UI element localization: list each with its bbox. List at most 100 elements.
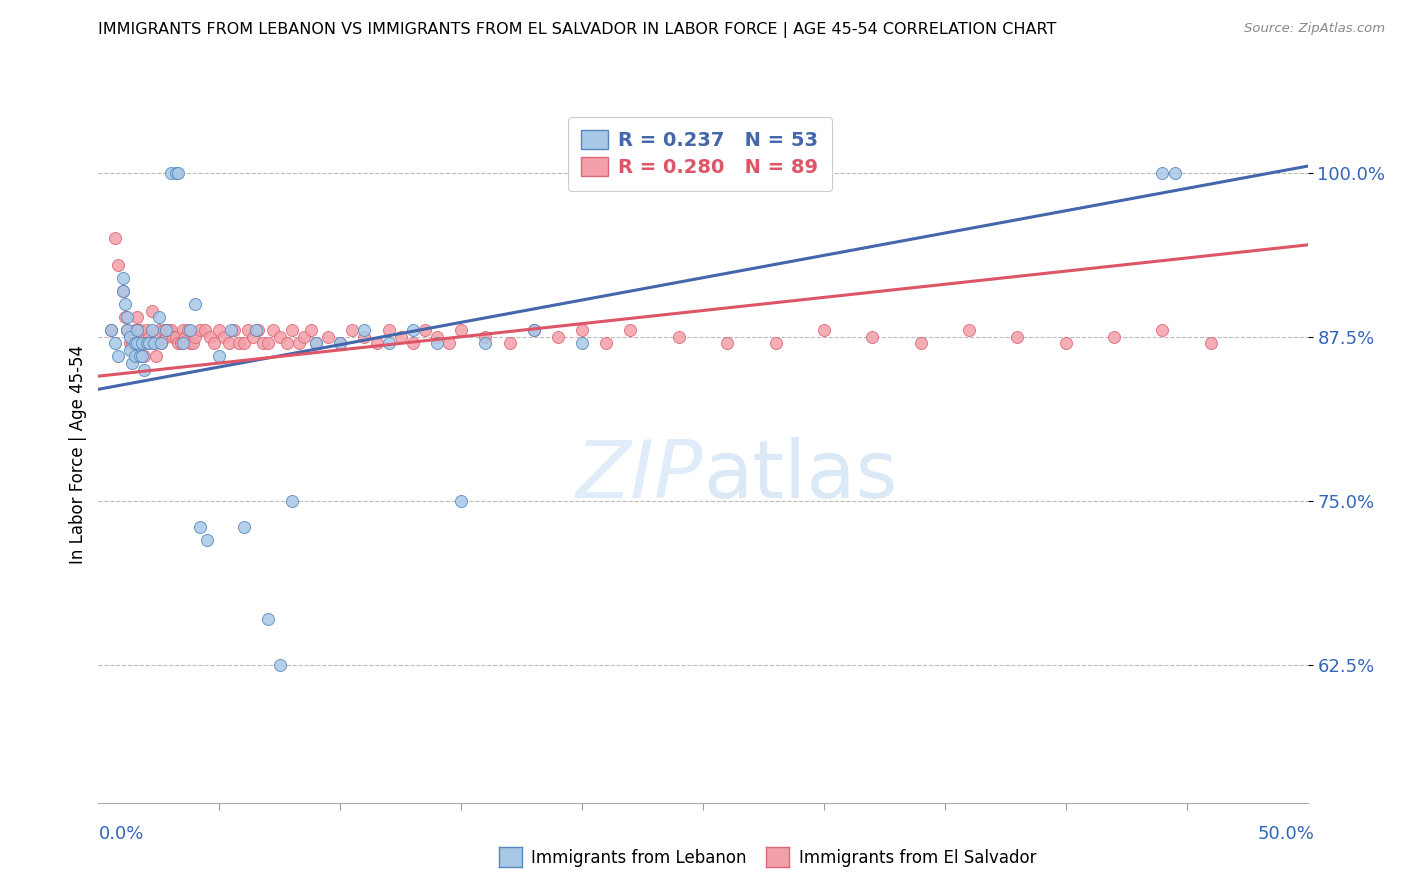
Point bbox=[114, 297, 136, 311]
Point bbox=[124, 350, 146, 364]
Point bbox=[389, 330, 412, 344]
Point bbox=[1054, 336, 1077, 351]
Point bbox=[172, 336, 194, 351]
Point bbox=[252, 336, 274, 351]
Point bbox=[247, 323, 270, 337]
Text: Immigrants from Lebanon: Immigrants from Lebanon bbox=[531, 849, 747, 867]
Point bbox=[256, 612, 278, 626]
Point bbox=[131, 336, 153, 351]
Point bbox=[910, 336, 932, 351]
Point bbox=[167, 166, 190, 180]
Point bbox=[121, 356, 143, 370]
Point bbox=[141, 323, 163, 337]
Point bbox=[174, 330, 197, 344]
Text: 0.0%: 0.0% bbox=[98, 825, 143, 843]
Point bbox=[107, 350, 129, 364]
Point bbox=[1102, 330, 1125, 344]
Text: ZIP: ZIP bbox=[575, 437, 703, 515]
Point bbox=[232, 336, 254, 351]
Point bbox=[188, 520, 211, 534]
Point bbox=[595, 336, 617, 351]
Point bbox=[188, 323, 211, 337]
Point bbox=[118, 330, 141, 344]
Point bbox=[160, 166, 183, 180]
Point bbox=[143, 336, 166, 351]
Point bbox=[152, 323, 174, 337]
Point bbox=[184, 330, 207, 344]
Text: IMMIGRANTS FROM LEBANON VS IMMIGRANTS FROM EL SALVADOR IN LABOR FORCE | AGE 45-5: IMMIGRANTS FROM LEBANON VS IMMIGRANTS FR… bbox=[98, 22, 1057, 38]
Point bbox=[155, 323, 177, 337]
Point bbox=[377, 323, 399, 337]
Point bbox=[402, 336, 425, 351]
Point bbox=[498, 336, 520, 351]
Point bbox=[128, 323, 150, 337]
Point bbox=[114, 310, 136, 324]
Point bbox=[276, 336, 298, 351]
Point bbox=[195, 533, 218, 548]
Point bbox=[121, 336, 143, 351]
Point bbox=[1007, 330, 1029, 344]
Point bbox=[127, 323, 149, 337]
Point bbox=[208, 323, 231, 337]
Point bbox=[111, 284, 134, 298]
Point bbox=[111, 284, 134, 298]
Point bbox=[117, 310, 139, 324]
Point bbox=[157, 323, 180, 337]
Point bbox=[172, 323, 194, 337]
Point bbox=[450, 494, 472, 508]
Point bbox=[813, 323, 835, 337]
Point bbox=[292, 330, 315, 344]
Point bbox=[342, 323, 364, 337]
Point bbox=[245, 323, 267, 337]
Point bbox=[571, 323, 593, 337]
Point bbox=[281, 323, 304, 337]
Point bbox=[957, 323, 980, 337]
Point bbox=[169, 336, 191, 351]
Point bbox=[104, 336, 127, 351]
Point bbox=[181, 336, 204, 351]
Point bbox=[299, 323, 322, 337]
Point bbox=[143, 336, 166, 351]
Point bbox=[437, 336, 460, 351]
Point bbox=[198, 330, 221, 344]
Point bbox=[716, 336, 738, 351]
Point bbox=[1152, 166, 1174, 180]
Point bbox=[150, 336, 173, 351]
Point bbox=[148, 323, 170, 337]
Point bbox=[141, 303, 163, 318]
Point bbox=[366, 336, 388, 351]
Text: Source: ZipAtlas.com: Source: ZipAtlas.com bbox=[1244, 22, 1385, 36]
Point bbox=[179, 336, 201, 351]
Point bbox=[165, 330, 187, 344]
Point bbox=[138, 330, 160, 344]
Point bbox=[222, 323, 245, 337]
Point bbox=[353, 330, 375, 344]
Point bbox=[1163, 166, 1185, 180]
Point bbox=[619, 323, 641, 337]
Point bbox=[124, 323, 146, 337]
Point bbox=[124, 336, 146, 351]
Point bbox=[238, 323, 260, 337]
Point bbox=[127, 336, 149, 351]
Point bbox=[131, 350, 153, 364]
Point bbox=[262, 323, 284, 337]
Point bbox=[269, 657, 291, 672]
Point bbox=[474, 336, 496, 351]
Point bbox=[269, 330, 291, 344]
Point bbox=[148, 310, 170, 324]
Point bbox=[228, 336, 250, 351]
Point bbox=[860, 330, 883, 344]
Point bbox=[117, 323, 139, 337]
Point bbox=[100, 323, 122, 337]
Point bbox=[316, 330, 339, 344]
Point bbox=[212, 330, 235, 344]
Point bbox=[162, 330, 184, 344]
Point bbox=[177, 323, 200, 337]
Point bbox=[305, 336, 328, 351]
Point bbox=[218, 336, 240, 351]
Point bbox=[134, 350, 156, 364]
Point bbox=[377, 336, 399, 351]
Point bbox=[150, 336, 173, 351]
Text: 50.0%: 50.0% bbox=[1258, 825, 1315, 843]
Point bbox=[413, 323, 436, 337]
